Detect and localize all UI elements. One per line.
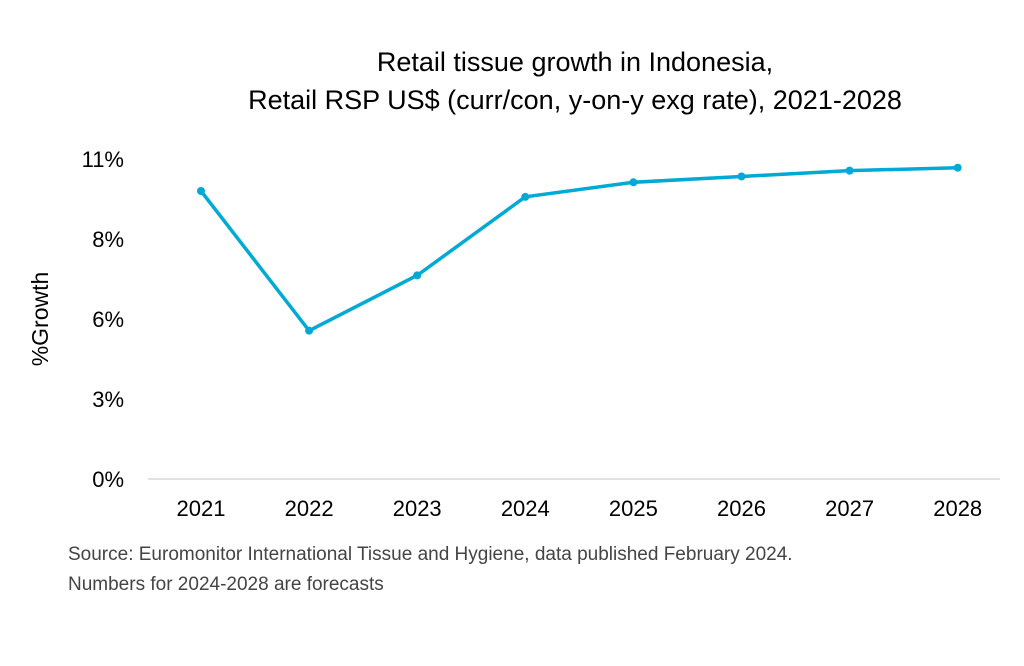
y-tick-label: 3% <box>92 387 124 412</box>
x-tick-label: 2028 <box>933 496 982 521</box>
y-tick-label: 0% <box>92 467 124 492</box>
data-point <box>197 187 205 195</box>
x-tick-label: 2021 <box>177 496 226 521</box>
x-tick-label: 2022 <box>285 496 334 521</box>
data-point <box>845 166 854 175</box>
source-note: Source: Euromonitor International Tissue… <box>68 544 793 565</box>
chart-title: Retail tissue growth in Indonesia, <box>376 47 774 77</box>
x-tick-label: 2027 <box>825 496 874 521</box>
x-tick-label: 2026 <box>717 496 766 521</box>
data-point <box>737 172 746 181</box>
data-point <box>953 163 962 172</box>
data-point <box>521 192 530 201</box>
forecast-note: Numbers for 2024-2028 are forecasts <box>68 574 384 595</box>
data-point <box>305 326 314 335</box>
x-tick-label: 2024 <box>501 496 550 521</box>
y-tick-label: 8% <box>92 227 124 252</box>
chart-subtitle: Retail RSP US$ (curr/con, y-on-y exg rat… <box>248 85 902 115</box>
data-point <box>413 271 422 280</box>
x-tick-label: 2023 <box>393 496 442 521</box>
x-tick-label: 2025 <box>609 496 658 521</box>
y-tick-label: 6% <box>92 307 124 332</box>
y-tick-label: 11% <box>82 147 124 172</box>
series-line <box>199 165 958 333</box>
data-point <box>629 178 638 187</box>
y-axis-label: %Growth <box>27 272 53 367</box>
